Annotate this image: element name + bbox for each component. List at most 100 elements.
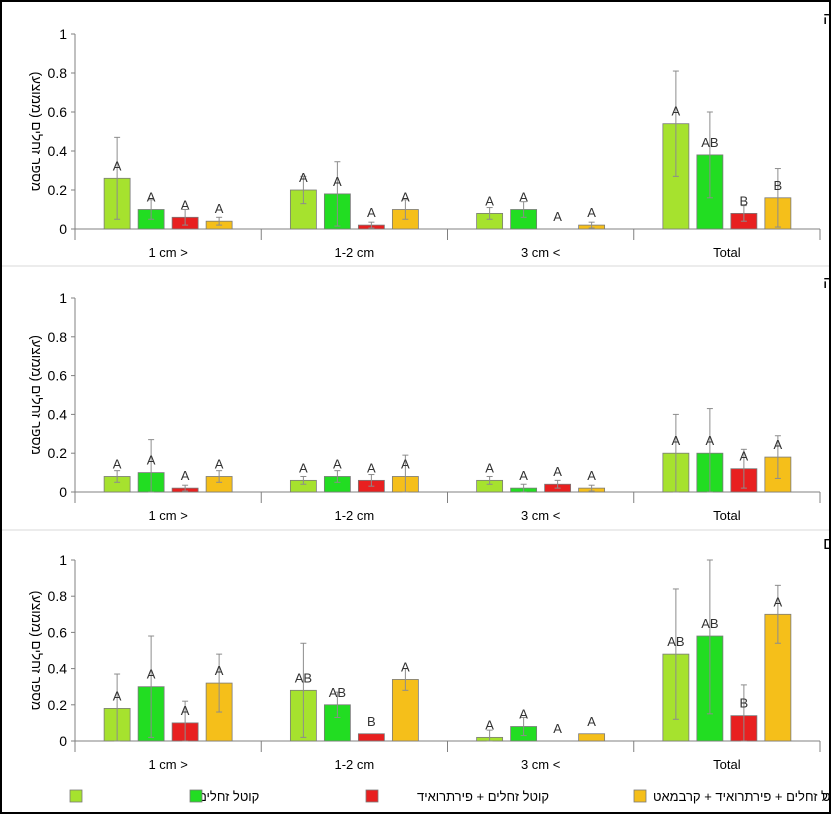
significance-letter: A bbox=[587, 714, 596, 729]
significance-letter: A bbox=[519, 468, 528, 483]
significance-letter: A bbox=[519, 190, 528, 205]
legend-label: קוטל זחלים bbox=[198, 789, 259, 804]
y-tick-label: 0 bbox=[59, 484, 67, 500]
significance-letter: A bbox=[553, 464, 562, 479]
chart-panel-3: ג) 22.10.2025, אשבולים מפותחים מספר זחלים… bbox=[29, 534, 831, 772]
significance-letter: A bbox=[672, 104, 681, 119]
y-tick-label: 0.2 bbox=[48, 445, 68, 461]
significance-letter: A bbox=[181, 197, 190, 212]
chart-title: ב) 16.10.2025, שלב סוף הפרייה bbox=[823, 273, 831, 292]
significance-letter: A bbox=[113, 158, 122, 173]
significance-letter: A bbox=[519, 707, 528, 722]
chart-panels: א) 5.10.2025, שלב שליפה מספר זחלים (ממוצע… bbox=[2, 9, 831, 772]
significance-letter: A bbox=[181, 468, 190, 483]
x-category-label: 3 cm < bbox=[521, 757, 560, 772]
significance-letter: A bbox=[740, 449, 749, 464]
y-tick-label: 0.4 bbox=[48, 143, 68, 159]
significance-letter: A bbox=[367, 205, 376, 220]
legend-label: קוטל זחלים + פירתרואיד bbox=[417, 789, 549, 804]
significance-letter: AB bbox=[667, 634, 684, 649]
x-category-label: 3 cm < bbox=[521, 508, 560, 523]
significance-letter: A bbox=[672, 433, 681, 448]
significance-letter: AB bbox=[329, 685, 346, 700]
x-category-label: Total bbox=[713, 757, 741, 772]
significance-letter: B bbox=[367, 714, 376, 729]
legend-item: קוטל זחלים + פירתרואיד bbox=[189, 789, 549, 804]
y-tick-label: 0.6 bbox=[48, 104, 68, 120]
legend-item: קוטל זחלים + פירתרואיד + קרבמאט bbox=[365, 789, 831, 804]
y-tick-label: 0.2 bbox=[48, 182, 68, 198]
y-tick-label: 0.4 bbox=[48, 406, 68, 422]
significance-letter: A bbox=[401, 659, 410, 674]
x-category-label: 3 cm < bbox=[521, 245, 560, 260]
significance-letter: A bbox=[299, 170, 308, 185]
significance-letter: A bbox=[299, 460, 308, 475]
y-axis-label: מספר זחלים (ממוצע) bbox=[29, 591, 44, 711]
significance-letter: AB bbox=[701, 135, 718, 150]
significance-letter: A bbox=[367, 460, 376, 475]
significance-letter: A bbox=[401, 190, 410, 205]
significance-letter: A bbox=[587, 205, 596, 220]
significance-letter: A bbox=[215, 456, 224, 471]
significance-letter: AB bbox=[701, 616, 718, 631]
y-tick-label: 1 bbox=[59, 552, 67, 568]
y-tick-label: 1 bbox=[59, 290, 67, 306]
y-axis-label: מספר זחלים (ממוצע) bbox=[29, 335, 44, 455]
significance-letter: A bbox=[485, 193, 494, 208]
x-category-label: 1-2 cm bbox=[335, 245, 375, 260]
chart-panel-1: א) 5.10.2025, שלב שליפה מספר זחלים (ממוצע… bbox=[2, 9, 831, 267]
chart-panel-2: ב) 16.10.2025, שלב סוף הפרייה מספר זחלים … bbox=[2, 273, 831, 531]
significance-letter: B bbox=[740, 193, 749, 208]
significance-letter: B bbox=[774, 178, 783, 193]
x-category-label: 1 cm > bbox=[148, 757, 187, 772]
x-category-label: 1-2 cm bbox=[335, 508, 375, 523]
significance-letter: A bbox=[485, 717, 494, 732]
significance-letter: A bbox=[147, 453, 156, 468]
significance-letter: A bbox=[774, 594, 783, 609]
x-category-label: Total bbox=[713, 508, 741, 523]
significance-letter: A bbox=[401, 456, 410, 471]
y-tick-label: 0.6 bbox=[48, 368, 68, 384]
significance-letter: AB bbox=[295, 670, 312, 685]
chart-title: ג) 22.10.2025, אשבולים מפותחים bbox=[823, 534, 831, 553]
legend-label: קוטל זחלים + פירתרואיד + קרבמאט bbox=[653, 789, 831, 804]
legend-swatch bbox=[189, 789, 203, 803]
significance-letter: A bbox=[774, 437, 783, 452]
bar-4 bbox=[578, 733, 606, 742]
legend: קוטל זחלים קוטל זחלים + פירתרואיד קוטל זחל… bbox=[69, 789, 831, 804]
significance-letter: A bbox=[553, 721, 562, 736]
x-category-label: 1 cm > bbox=[148, 245, 187, 260]
y-tick-label: 0.8 bbox=[48, 65, 68, 81]
y-tick-label: 1 bbox=[59, 26, 67, 42]
y-tick-label: 0 bbox=[59, 221, 67, 237]
significance-letter: A bbox=[485, 460, 494, 475]
significance-letter: A bbox=[147, 190, 156, 205]
significance-letter: A bbox=[147, 667, 156, 682]
significance-letter: A bbox=[215, 663, 224, 678]
legend-item: קוטל זחלים bbox=[69, 789, 259, 804]
legend-item: קוטל זחלים + קרבמאט bbox=[633, 789, 831, 804]
y-tick-label: 0 bbox=[59, 733, 67, 749]
significance-letter: A bbox=[333, 456, 342, 471]
significance-letter: A bbox=[333, 174, 342, 189]
y-axis-label: מספר זחלים (ממוצע) bbox=[29, 72, 44, 192]
y-tick-label: 0.2 bbox=[48, 697, 68, 713]
significance-letter: A bbox=[181, 703, 190, 718]
y-tick-label: 0.8 bbox=[48, 329, 68, 345]
legend-swatch bbox=[365, 789, 379, 803]
significance-letter: B bbox=[740, 696, 749, 711]
significance-letter: A bbox=[113, 688, 122, 703]
x-category-label: Total bbox=[713, 245, 741, 260]
chart-title: א) 5.10.2025, שלב שליפה bbox=[823, 9, 831, 28]
significance-letter: A bbox=[587, 468, 596, 483]
significance-letter: A bbox=[706, 433, 715, 448]
significance-letter: A bbox=[215, 201, 224, 216]
bar-3 bbox=[357, 733, 385, 742]
y-tick-label: 0.6 bbox=[48, 624, 68, 640]
legend-swatch bbox=[69, 789, 83, 803]
x-category-label: 1 cm > bbox=[148, 508, 187, 523]
legend-label: קוטל זחלים + קרבמאט bbox=[822, 789, 831, 804]
y-tick-label: 0.8 bbox=[48, 588, 68, 604]
